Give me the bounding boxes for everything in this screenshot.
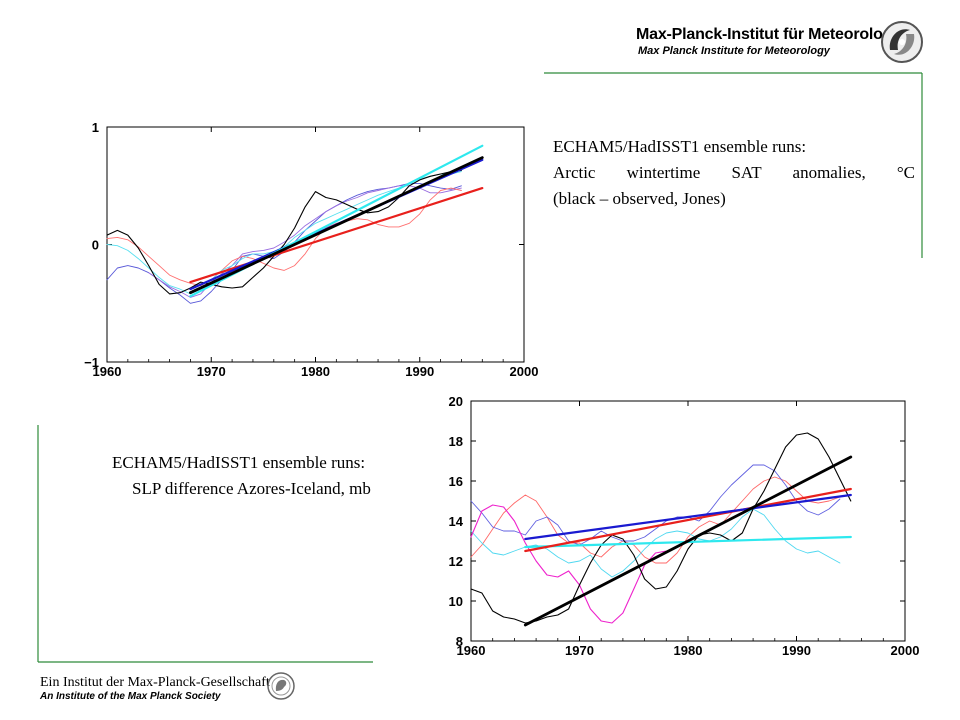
chart0-x-tick-label: 1990 [405, 364, 434, 379]
top-caption-line2: Arctic wintertime SAT anomalies, °C [553, 163, 915, 182]
society-name: Ein Institut der Max-Planck-Gesellschaft [40, 675, 270, 690]
chart1-series-line-2 [470, 508, 841, 578]
chart1-x-tick-label: 1990 [782, 643, 811, 658]
chart1-y-tick-label: 8 [456, 634, 463, 649]
chart1-y-tick-label: 18 [449, 434, 463, 449]
chart1-series-line-6 [524, 487, 852, 553]
chart1-y-tick-label: 12 [449, 554, 463, 569]
chart0-y-tick-label: 1 [92, 120, 99, 135]
bottom-caption-line1: ECHAM5/HadISST1 ensemble runs: [112, 453, 366, 472]
chart0-x-tick-label: 1980 [301, 364, 330, 379]
institute-name: Max-Planck-Institut für Meteorologie [636, 26, 906, 43]
chart0-x-tick-label: 2000 [510, 364, 539, 379]
chart1-x-tick-label: 1960 [457, 643, 486, 658]
minerva-seal-icon [267, 672, 295, 700]
chart1-y-tick-label: 16 [449, 474, 463, 489]
chart1-x-tick-label: 2000 [891, 643, 920, 658]
bottom-chart-caption: ECHAM5/HadISST1 ensemble runs: SLP diffe… [112, 450, 371, 502]
chart1-y-tick-label: 14 [449, 514, 464, 529]
chart0-y-tick-label: −1 [84, 355, 99, 370]
chart0-series-line-2 [106, 187, 462, 287]
chart1-series-line-0 [470, 476, 841, 564]
chart0-x-tick-label: 1970 [197, 364, 226, 379]
chart1-y-tick-label: 20 [449, 394, 463, 409]
society-name-english: An Institute of the Max Planck Society [40, 691, 221, 702]
chart1-y-tick-label: 10 [449, 594, 463, 609]
chart1-x-tick-label: 1970 [565, 643, 594, 658]
chart1-series-line-3 [470, 504, 667, 624]
chart0-y-tick-label: 0 [92, 238, 99, 253]
chart1-series-line-1 [470, 464, 841, 546]
chart1-x-tick-label: 1980 [674, 643, 703, 658]
top-caption-line3: (black – observed, Jones) [553, 189, 726, 208]
chart1-series-line-7 [524, 493, 852, 541]
mpi-met-logo-icon [881, 21, 923, 63]
chart0-series-line-8 [189, 156, 484, 295]
chart1-series-line-8 [523, 455, 853, 627]
top-caption-line1: ECHAM5/HadISST1 ensemble runs: [553, 137, 807, 156]
institute-name-english: Max Planck Institute for Meteorology [638, 45, 830, 57]
chart0-x-tick-label: 1960 [93, 364, 122, 379]
chart1-series-line-4 [470, 432, 852, 624]
bottom-caption-line2: SLP difference Azores-Iceland, mb [132, 479, 371, 498]
top-chart-caption: ECHAM5/HadISST1 ensemble runs: Arctic wi… [553, 134, 915, 212]
